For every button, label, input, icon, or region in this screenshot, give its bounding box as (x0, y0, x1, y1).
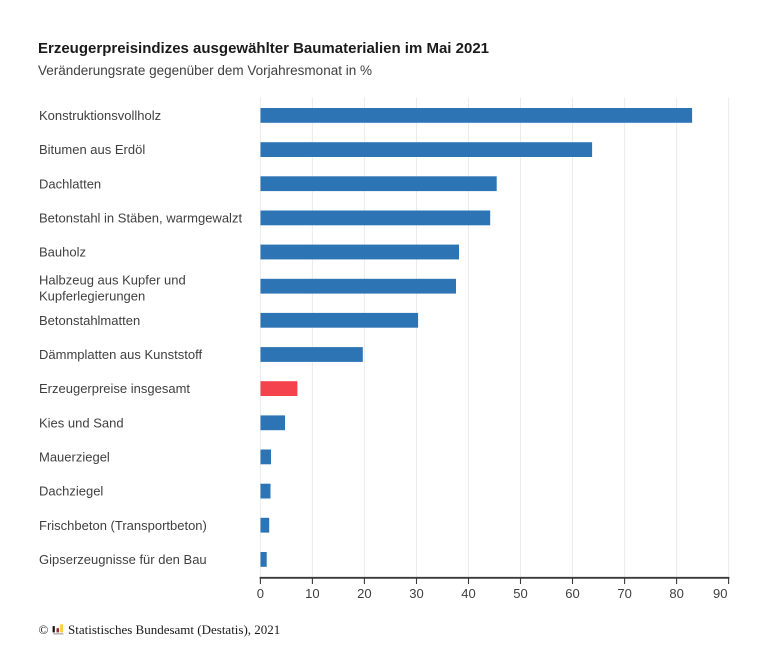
svg-text:70: 70 (617, 586, 631, 601)
svg-text:Dachziegel: Dachziegel (39, 484, 103, 499)
svg-text:90: 90 (713, 586, 727, 601)
svg-text:Gipserzeugnisse für den Bau: Gipserzeugnisse für den Bau (39, 552, 207, 567)
svg-text:10: 10 (305, 586, 319, 601)
svg-text:Erzeugerpreisindizes ausgewähl: Erzeugerpreisindizes ausgewählter Baumat… (38, 40, 489, 57)
svg-text:Erzeugerpreise insgesamt: Erzeugerpreise insgesamt (39, 381, 190, 396)
svg-text:60: 60 (565, 586, 579, 601)
svg-text:Konstruktionsvollholz: Konstruktionsvollholz (39, 108, 161, 123)
svg-text:40: 40 (461, 586, 475, 601)
svg-text:Kupferlegierungen: Kupferlegierungen (39, 289, 145, 304)
svg-text:Frischbeton (Transportbeton): Frischbeton (Transportbeton) (39, 518, 207, 533)
svg-text:Dachlatten: Dachlatten (39, 176, 101, 191)
svg-text:Mauerziegel: Mauerziegel (39, 450, 110, 465)
svg-text:Betonstahlmatten: Betonstahlmatten (39, 313, 140, 328)
svg-text:Dämmplatten aus Kunststoff: Dämmplatten aus Kunststoff (39, 347, 202, 362)
svg-text:Veränderungsrate gegenüber dem: Veränderungsrate gegenüber dem Vorjahres… (38, 63, 372, 78)
svg-text:Kies und Sand: Kies und Sand (39, 415, 124, 430)
svg-text:Betonstahl in Stäben, warmgewa: Betonstahl in Stäben, warmgewalzt (39, 211, 242, 226)
svg-text:20: 20 (357, 586, 371, 601)
svg-text:50: 50 (513, 586, 527, 601)
svg-text:0: 0 (257, 586, 264, 601)
svg-text:Statistisches Bundesamt (Desta: Statistisches Bundesamt (Destatis), 2021 (68, 622, 280, 637)
svg-text:80: 80 (669, 586, 683, 601)
svg-text:Bauholz: Bauholz (39, 245, 86, 260)
svg-text:Halbzeug aus Kupfer und: Halbzeug aus Kupfer und (39, 273, 186, 288)
svg-text:30: 30 (409, 586, 423, 601)
svg-text:Bitumen aus Erdöl: Bitumen aus Erdöl (39, 142, 145, 157)
svg-text:©: © (39, 622, 49, 637)
